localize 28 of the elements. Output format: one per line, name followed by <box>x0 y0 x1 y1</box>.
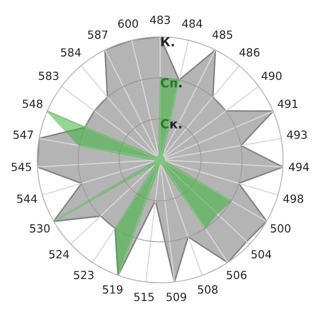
spoke-label: 583 <box>38 72 58 80</box>
spoke-label: 600 <box>118 19 138 28</box>
spoke-label: 547 <box>14 130 33 139</box>
spoke-label: 544 <box>17 194 37 203</box>
spoke-label: 494 <box>288 162 309 172</box>
spoke-label: 483 <box>150 16 170 24</box>
spoke-label: 485 <box>212 30 232 39</box>
spoke-label: 524 <box>49 250 70 258</box>
spoke-label: 498 <box>283 194 304 203</box>
spoke-label: 530 <box>30 224 50 233</box>
spoke-label: 491 <box>278 100 298 108</box>
spoke-label: 515 <box>134 292 154 302</box>
spoke-label: 506 <box>226 270 246 280</box>
spoke-label: 545 <box>12 162 32 172</box>
spoke-label: 519 <box>102 285 122 294</box>
spoke-label: 509 <box>166 292 186 302</box>
spoke-label: 504 <box>252 250 272 258</box>
spoke-label: 523 <box>74 270 94 280</box>
spoke-label: 508 <box>198 285 218 294</box>
spoke-label: 490 <box>262 72 282 80</box>
spoke-label: 484 <box>182 19 202 28</box>
y-tick-label: Ск. <box>160 119 182 128</box>
spoke-label: 587 <box>88 30 108 39</box>
spoke-label: 486 <box>239 48 260 57</box>
spoke-label: 584 <box>61 48 81 57</box>
spoke-label: 500 <box>270 224 290 233</box>
spoke-label: 548 <box>22 100 42 108</box>
spoke-label: 493 <box>287 130 307 139</box>
